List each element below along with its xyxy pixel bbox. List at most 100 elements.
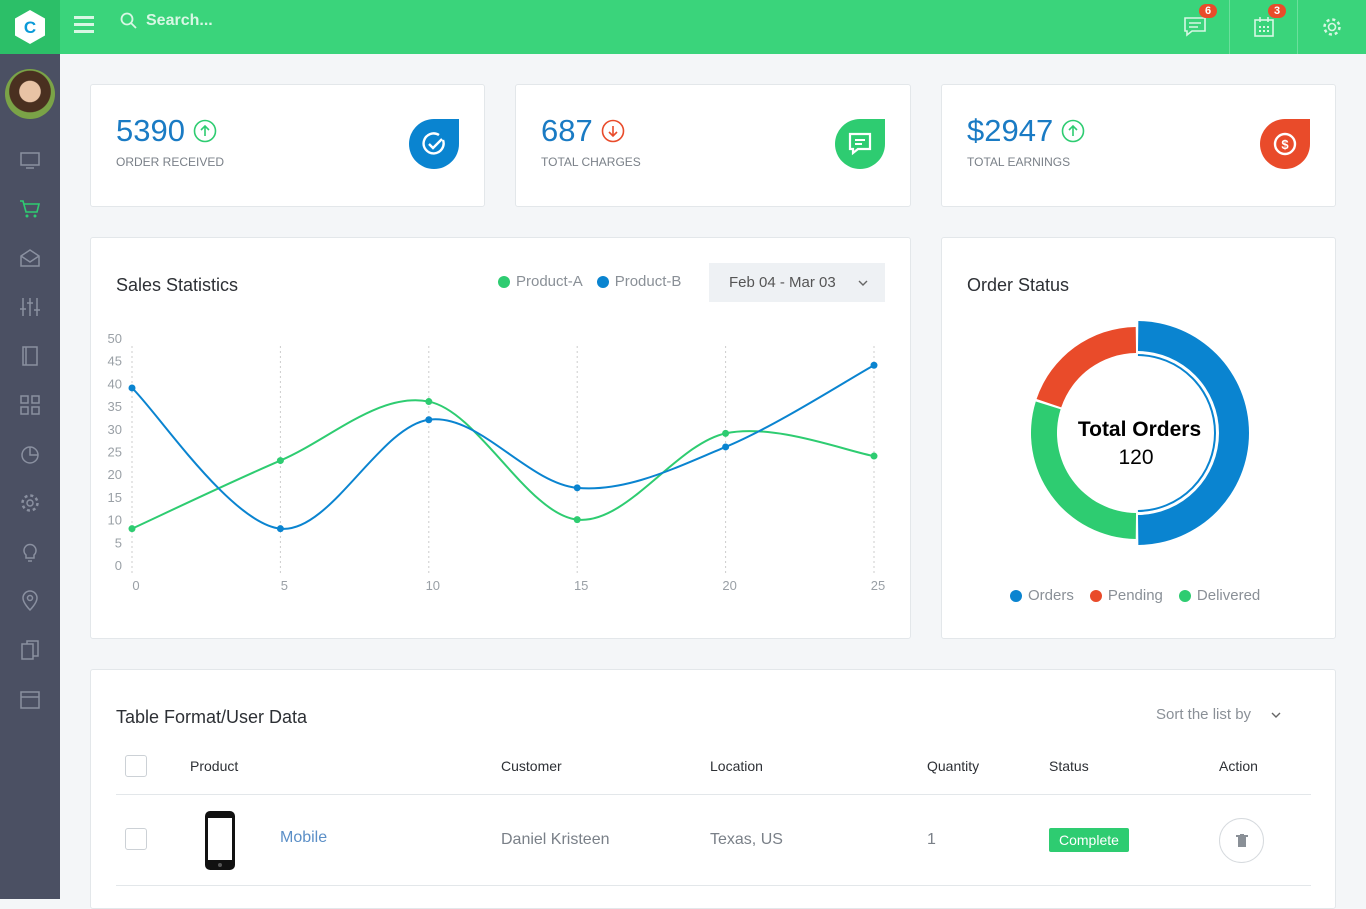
chevron-down-icon xyxy=(1271,712,1281,718)
donut-slice-pending[interactable] xyxy=(1036,327,1137,408)
row-checkbox[interactable] xyxy=(125,828,147,850)
sort-select[interactable]: Sort the list by xyxy=(1156,706,1281,723)
donut-center-label: Total Orders xyxy=(1077,418,1202,441)
column-quantity[interactable]: Quantity xyxy=(927,758,980,774)
y-tick-label: 35 xyxy=(108,399,122,414)
y-tick-label: 50 xyxy=(108,331,122,346)
data-point-product-a xyxy=(722,429,730,437)
order-status-card: Order Status Total Orders 120 Orders Pen… xyxy=(941,237,1336,639)
app-logo[interactable]: C xyxy=(0,0,60,54)
sales-statistics-card: Sales Statistics Product-A Product-B Feb… xyxy=(90,237,911,639)
product-link[interactable]: Mobile xyxy=(280,829,328,846)
data-point-product-a xyxy=(128,525,136,533)
messages-badge: 6 xyxy=(1199,4,1218,18)
grid-icon[interactable] xyxy=(18,393,42,417)
pie-chart-icon[interactable] xyxy=(18,442,42,466)
y-tick-label: 30 xyxy=(108,422,122,437)
x-tick-label: 0 xyxy=(132,578,139,593)
x-tick-label: 10 xyxy=(426,578,440,593)
data-point-product-b xyxy=(425,416,433,424)
stat-value: $2947 xyxy=(967,113,1054,148)
arrow-down-icon xyxy=(601,119,625,143)
cart-icon[interactable] xyxy=(18,197,42,221)
stat-label: TOTAL EARNINGS xyxy=(967,155,1071,169)
stat-label: TOTAL CHARGES xyxy=(541,155,641,169)
column-location[interactable]: Location xyxy=(710,758,763,774)
calendar-icon xyxy=(1253,17,1274,37)
data-point-product-a xyxy=(573,516,581,524)
column-customer[interactable]: Customer xyxy=(501,758,562,774)
data-point-product-a xyxy=(870,452,878,460)
data-point-product-b xyxy=(870,361,878,369)
x-tick-label: 5 xyxy=(281,578,288,593)
calendar-icon[interactable] xyxy=(18,687,42,711)
stat-value: 687 xyxy=(541,113,593,148)
order-status-title: Order Status xyxy=(967,275,1070,295)
legend-delivered[interactable]: Delivered xyxy=(1178,587,1260,604)
message-icon xyxy=(835,119,885,169)
status-badge: Complete xyxy=(1049,828,1129,852)
avatar[interactable] xyxy=(5,69,55,119)
data-point-product-b xyxy=(573,484,581,492)
search-input[interactable]: Search... xyxy=(120,12,213,30)
location-icon[interactable] xyxy=(18,589,42,613)
svg-text:$: $ xyxy=(1281,137,1289,152)
data-point-product-b xyxy=(128,384,136,392)
table-title: Table Format/User Data xyxy=(116,707,308,727)
donut-slice-orders[interactable] xyxy=(1137,321,1250,545)
location-cell: Texas, US xyxy=(710,831,783,848)
stat-card-charges: 687 TOTAL CHARGES xyxy=(515,84,911,207)
y-tick-label: 20 xyxy=(108,467,122,482)
mail-icon[interactable] xyxy=(18,246,42,270)
trash-icon xyxy=(1235,833,1248,847)
order-donut-chart xyxy=(1031,321,1250,545)
menu-toggle-icon[interactable] xyxy=(74,16,94,34)
y-tick-label: 25 xyxy=(108,445,122,460)
messages-button[interactable]: 6 xyxy=(1161,0,1229,54)
calendar-badge: 3 xyxy=(1268,4,1287,18)
delete-button[interactable] xyxy=(1219,818,1264,863)
sales-title: Sales Statistics xyxy=(116,275,239,295)
legend-product-a[interactable]: Product-A xyxy=(498,273,583,290)
sidebar xyxy=(0,54,60,899)
settings-button[interactable] xyxy=(1297,0,1365,54)
column-status[interactable]: Status xyxy=(1049,758,1089,774)
stat-card-earnings: $2947 TOTAL EARNINGS $ xyxy=(941,84,1336,207)
chat-icon xyxy=(1184,17,1206,37)
chevron-down-icon xyxy=(858,280,868,286)
svg-text:C: C xyxy=(24,18,36,37)
stat-card-orders: 5390 ORDER RECEIVED xyxy=(90,84,485,207)
bulb-icon[interactable] xyxy=(18,540,42,564)
mobile-phone-image xyxy=(205,811,235,870)
legend-orders[interactable]: Orders xyxy=(1010,587,1074,604)
data-point-product-a xyxy=(425,398,433,406)
legend-pending[interactable]: Pending xyxy=(1089,587,1163,604)
customer-cell: Daniel Kristeen xyxy=(501,831,610,848)
dollar-icon: $ xyxy=(1260,119,1310,169)
copy-icon[interactable] xyxy=(18,638,42,662)
column-product[interactable]: Product xyxy=(190,758,239,774)
data-point-product-a xyxy=(276,457,284,465)
y-tick-label: 40 xyxy=(108,376,122,391)
search-icon xyxy=(120,12,137,29)
legend-product-b[interactable]: Product-B xyxy=(596,273,681,290)
donut-slice-delivered[interactable] xyxy=(1031,401,1137,539)
settings-icon[interactable] xyxy=(18,491,42,515)
arrow-up-icon xyxy=(1061,119,1085,143)
data-point-product-b xyxy=(276,525,284,533)
series-line-product-a xyxy=(131,399,875,530)
search-placeholder: Search... xyxy=(146,12,213,29)
monitor-icon[interactable] xyxy=(18,148,42,172)
calendar-button[interactable]: 3 xyxy=(1229,0,1297,54)
donut-center-value: 120 xyxy=(1118,446,1154,469)
stat-label: ORDER RECEIVED xyxy=(116,155,225,169)
sliders-icon[interactable] xyxy=(18,295,42,319)
date-range-select[interactable]: Feb 04 - Mar 03 xyxy=(709,263,885,302)
notebook-icon[interactable] xyxy=(18,344,42,368)
select-all-checkbox[interactable] xyxy=(125,755,147,777)
y-tick-label: 10 xyxy=(108,513,122,528)
series-line-product-b xyxy=(131,364,875,530)
stat-value: 5390 xyxy=(116,113,185,148)
arrow-up-icon xyxy=(193,119,217,143)
column-action[interactable]: Action xyxy=(1219,758,1258,774)
